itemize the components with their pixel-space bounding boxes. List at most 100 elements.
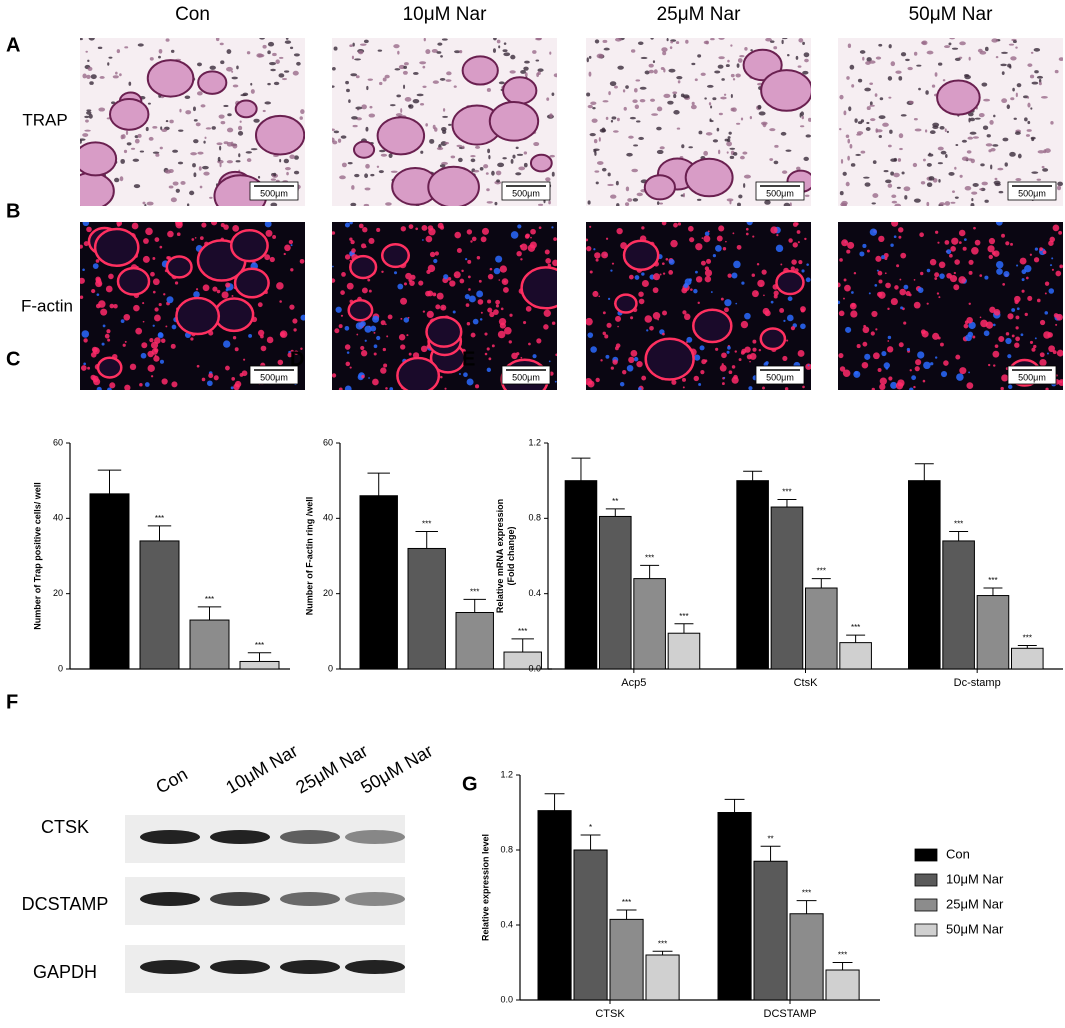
cell [752, 235, 755, 238]
cell [769, 158, 774, 161]
cell [946, 272, 952, 279]
cell [841, 239, 849, 247]
cell [486, 347, 490, 351]
cell [843, 110, 847, 116]
cell [856, 344, 861, 349]
cell [939, 125, 945, 130]
significance: *** [422, 520, 431, 529]
cell [862, 56, 865, 61]
cell [752, 347, 757, 352]
cell [220, 223, 225, 228]
cell [787, 296, 793, 302]
cell [538, 226, 542, 230]
cell [1024, 265, 1032, 273]
cell [355, 322, 364, 330]
cell [106, 387, 112, 390]
actin-ring [614, 293, 638, 314]
cell [100, 308, 108, 316]
cell [795, 55, 799, 60]
cell [408, 224, 414, 229]
cell [931, 84, 936, 88]
cell [367, 278, 371, 282]
cell [913, 118, 918, 121]
cell [760, 284, 763, 287]
cell [431, 48, 438, 53]
cell [670, 239, 678, 248]
cell [689, 237, 695, 243]
cell [432, 80, 439, 84]
cell [704, 269, 713, 277]
osteoclast [427, 165, 480, 206]
cell [1030, 51, 1034, 54]
cell [238, 153, 241, 158]
cell [123, 313, 131, 321]
cell [729, 147, 736, 150]
cell [688, 278, 692, 282]
cell [993, 114, 996, 118]
cell [939, 273, 945, 279]
cell [352, 42, 355, 47]
cell [1048, 345, 1055, 353]
cell [159, 146, 163, 150]
cell [554, 380, 557, 383]
cell [124, 46, 129, 49]
cell [774, 144, 779, 148]
cell [948, 42, 952, 46]
cell [219, 162, 222, 168]
legend-label: Con [946, 846, 970, 861]
cell [1008, 384, 1013, 390]
significance: *** [954, 520, 963, 529]
cell [524, 60, 530, 64]
y-tick-label: 60 [53, 437, 63, 447]
cell [973, 226, 976, 230]
cell [203, 171, 210, 176]
cell [223, 104, 229, 108]
cell [393, 44, 400, 49]
cell [199, 236, 204, 240]
cell [1042, 168, 1049, 172]
osteoclast [254, 114, 305, 156]
cell [265, 229, 273, 237]
cell [262, 44, 267, 49]
cell [152, 290, 156, 294]
osteoclast [461, 55, 499, 86]
cell [168, 185, 174, 189]
cell [589, 270, 593, 274]
cell [293, 155, 299, 160]
bar [770, 506, 804, 670]
cell [230, 386, 234, 390]
cell [968, 117, 971, 123]
cell [220, 121, 226, 125]
cell [80, 244, 83, 249]
x-tick-label: DCSTAMP [764, 1008, 817, 1020]
osteoclast [936, 79, 981, 116]
cell [196, 91, 203, 96]
osteoclast [529, 153, 553, 173]
cell [669, 46, 673, 50]
cell [623, 106, 627, 111]
cell [926, 268, 931, 273]
cell [968, 270, 973, 275]
cell [93, 378, 101, 386]
cell [119, 176, 124, 182]
cell [875, 129, 883, 133]
cell [373, 331, 376, 334]
cell [361, 243, 367, 249]
cell [938, 62, 943, 66]
lane-label: 10μM Nar [222, 741, 301, 798]
cell [890, 297, 898, 306]
cell [172, 149, 179, 153]
cell [849, 64, 855, 70]
cell [727, 59, 730, 63]
cell [988, 237, 996, 245]
cell [637, 41, 644, 45]
cell [338, 324, 343, 329]
cell [436, 147, 444, 151]
cell [900, 52, 907, 57]
cell [419, 61, 427, 65]
cell [1025, 134, 1030, 137]
cell [786, 314, 794, 322]
cell [925, 90, 929, 95]
cell [552, 259, 557, 267]
osteoclast [197, 70, 228, 95]
